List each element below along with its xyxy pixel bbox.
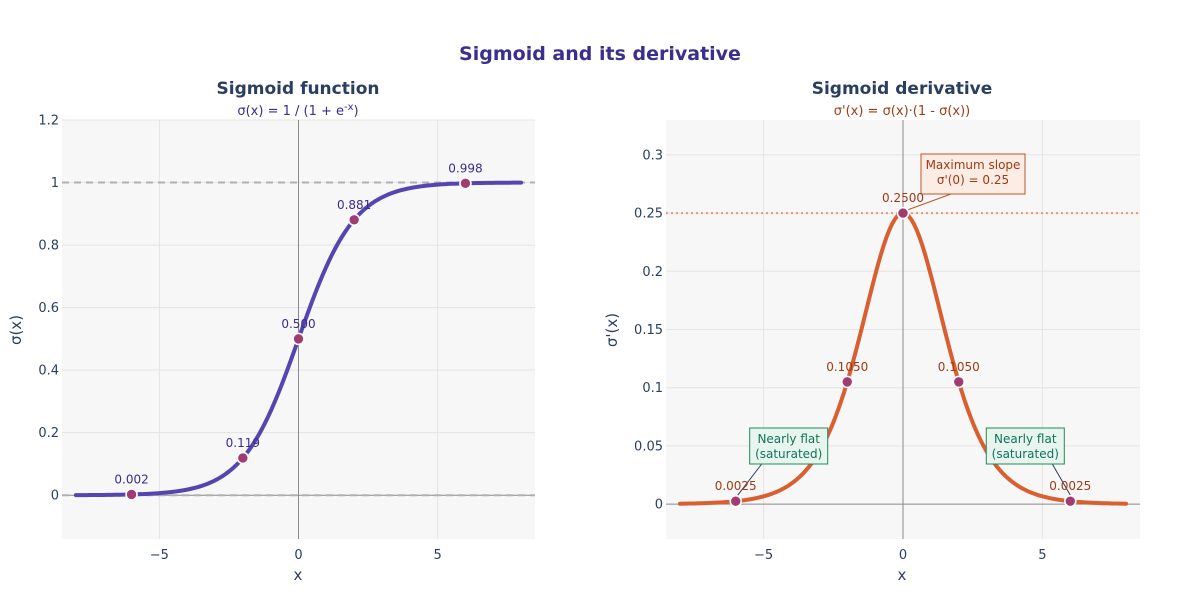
sigmoid-panel-subtitle: σ(x) = 1 / (1 + e-x) [237,102,358,119]
sigmoid-point-label: 0.998 [448,161,482,175]
derivative-point-label: 0.2500 [882,191,924,205]
derivative-y-tick-label: 0.1 [642,381,663,396]
derivative-y-tick-label: 0.15 [634,323,663,338]
derivative-x-tick-label: −5 [754,548,773,563]
max-slope-annotation-box [920,153,1026,195]
sigmoid-y-tick-label: 0 [51,489,59,504]
sigmoid-point-label: 0.119 [226,436,260,450]
sigmoid-subtitle-main: σ(x) = 1 / (1 + e [237,104,344,119]
sigmoid-y-tick-label: 0.8 [38,239,59,254]
derivative-point-label: 0.1050 [826,360,868,374]
sigmoid-y-axis-label: σ(x) [7,315,25,345]
sigmoid-y-tick-label: 1 [51,176,59,191]
sigmoid-x-tick-label: 5 [433,548,441,563]
sigmoid-panel-title: Sigmoid function [217,79,380,99]
derivative-data-point [729,494,743,508]
sigmoid-point-label: 0.002 [114,472,148,486]
derivative-y-tick-label: 0.05 [634,439,663,454]
sigmoid-data-point [347,213,361,227]
sigmoid-data-point [236,451,250,465]
derivative-x-axis-label: x [898,566,907,584]
sigmoid-subtitle-close: ) [354,104,359,119]
sigmoid-x-tick-label: −5 [150,548,169,563]
sigmoid-data-point [292,332,305,346]
sigmoid-point-label: 0.500 [281,317,315,331]
sigmoid-point-label: 0.881 [337,198,371,212]
sigmoid-subtitle-exponent: -x [344,102,354,113]
derivative-data-point [1063,494,1077,508]
sigmoid-panel: Sigmoid function σ(x) = 1 / (1 + e-x) x … [7,79,535,584]
derivative-x-tick-label: 0 [899,548,907,563]
max-slope-annotation-arrow [906,193,952,211]
sigmoid-y-tick-label: 0.4 [38,364,59,379]
derivative-point-label: 0.0025 [1049,479,1091,493]
saturation-annotation-text: Nearly flat [994,432,1057,446]
sigmoid-data-point [459,177,472,190]
derivative-data-point [840,375,854,389]
derivative-point-label: 0.1050 [938,360,980,374]
sigmoid-x-axis-label: x [294,566,303,584]
saturation-annotation-text: (saturated) [992,447,1059,461]
sigmoid-x-tick-label: 0 [294,548,302,563]
derivative-data-point [952,375,966,389]
saturation-annotation-box [749,427,829,465]
sigmoid-y-tick-label: 0.2 [38,426,59,441]
derivative-panel-title: Sigmoid derivative [812,79,993,99]
derivative-panel: Sigmoid derivative σ'(x) = σ(x)·(1 - σ(x… [603,79,1140,584]
derivative-y-tick-label: 0.25 [634,207,663,222]
saturation-annotation-arrow [737,463,763,496]
saturation-annotation-arrow [1051,463,1071,496]
derivative-y-axis-label: σ'(x) [603,313,621,347]
figure-title: Sigmoid and its derivative [459,43,741,65]
max-slope-annotation-text: Maximum slope [926,158,1021,172]
saturation-annotation-box [985,427,1065,465]
saturation-annotation-text: Nearly flat [757,432,820,446]
derivative-y-tick-label: 0 [655,498,663,513]
derivative-data-point [896,206,910,220]
sigmoid-y-tick-label: 0.6 [38,301,59,316]
sigmoid-y-tick-label: 1.2 [38,114,59,129]
derivative-y-tick-label: 0.2 [642,265,663,280]
derivative-panel-subtitle: σ'(x) = σ(x)·(1 - σ(x)) [834,104,970,119]
max-slope-annotation-text: σ'(0) = 0.25 [937,173,1009,187]
derivative-x-tick-label: 5 [1038,548,1046,563]
sigmoid-data-point [125,488,138,501]
derivative-point-label: 0.0025 [715,479,757,493]
saturation-annotation-text: (saturated) [755,447,822,461]
derivative-y-tick-label: 0.3 [642,148,663,163]
